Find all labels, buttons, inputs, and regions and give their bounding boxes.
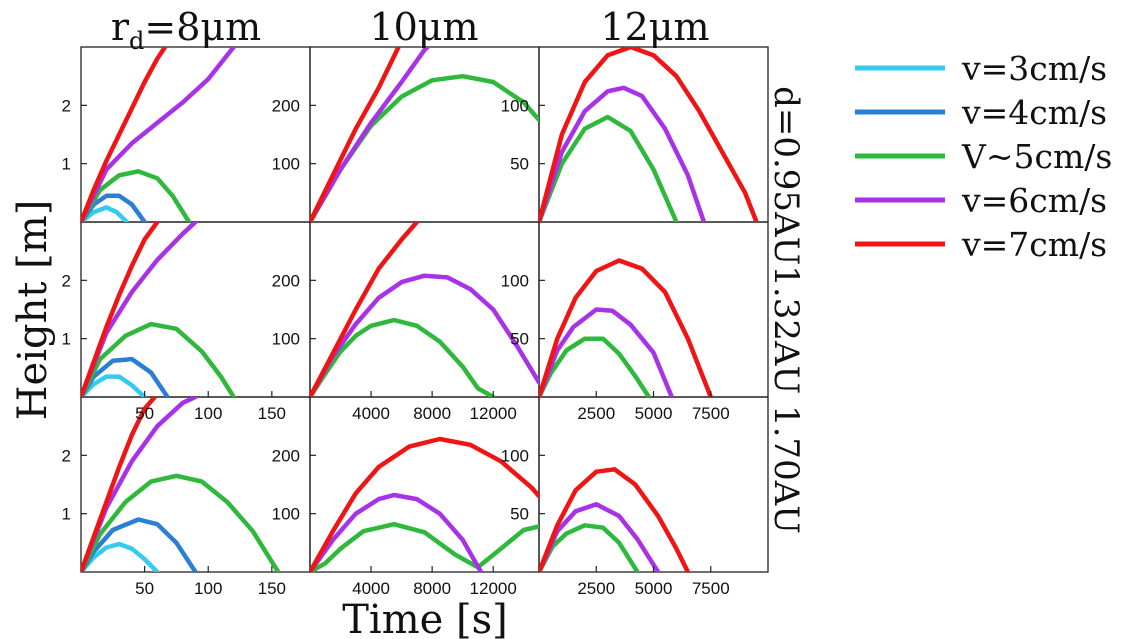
y-tick-label: 2 — [62, 96, 71, 115]
x-tick-label: 5000 — [635, 404, 673, 423]
series-line-r1-c0-s2 — [81, 321, 236, 397]
legend-label-0: v=3cm/s — [961, 49, 1107, 88]
y-tick-label: 200 — [272, 271, 300, 290]
y-tick-label: 1 — [62, 155, 71, 174]
y-tick-label: 1 — [62, 505, 71, 524]
x-tick-label: 100 — [194, 404, 222, 423]
y-tick-label: 100 — [501, 271, 529, 290]
series-line-r2-c0-s4 — [81, 397, 158, 572]
panel-frame-r0-c1 — [309, 46, 540, 223]
panel-frame-r1-c2 — [538, 221, 769, 398]
y-tick-label: 200 — [272, 96, 300, 115]
series-line-r2-c0-s0 — [81, 541, 160, 572]
series-line-r0-c0-s3 — [81, 47, 236, 222]
series-line-r0-c1-s4 — [310, 47, 401, 222]
x-tick-label: 8000 — [413, 404, 451, 423]
series-line-r1-c2-s4 — [539, 258, 714, 397]
series-line-r1-c1-s2 — [310, 317, 496, 397]
column-label-r8: rd=8μm — [111, 5, 261, 55]
series-line-r1-c0-s0 — [81, 374, 147, 397]
row-labels-rotated: d=0.95AU1.32AU 1.70AU — [766, 86, 806, 534]
y-tick-label: 2 — [62, 446, 71, 465]
series-line-r0-c0-s4 — [81, 47, 168, 222]
x-tick-label: 8000 — [413, 579, 451, 598]
x-tick-label: 5000 — [635, 579, 673, 598]
x-tick-label: 50 — [135, 404, 154, 423]
x-tick-label: 7500 — [692, 579, 730, 598]
x-tick-label: 7500 — [692, 404, 730, 423]
x-tick-label: 4000 — [352, 404, 390, 423]
legend-label-2: V~5cm/s — [961, 137, 1112, 176]
column-label-12um: 12μm — [600, 5, 709, 49]
legend-label-1: v=4cm/s — [961, 93, 1107, 132]
series-line-r0-c2-s2 — [539, 114, 679, 222]
y-tick-label: 100 — [501, 446, 529, 465]
x-tick-label: 12000 — [470, 404, 517, 423]
y-tick-label: 1 — [62, 330, 71, 349]
series-line-r1-c1-s3 — [310, 273, 539, 397]
y-tick-label: 100 — [272, 155, 300, 174]
series-line-r0-c0-s0 — [81, 205, 130, 222]
x-tick-label: 12000 — [470, 579, 517, 598]
series-line-r2-c1-s2 — [310, 521, 539, 572]
x-tick-label: 2500 — [577, 404, 615, 423]
y-tick-label: 100 — [272, 505, 300, 524]
y-tick-label: 2 — [62, 271, 71, 290]
x-tick-label: 150 — [258, 404, 286, 423]
y-tick-label: 100 — [272, 330, 300, 349]
x-tick-label: 2500 — [577, 579, 615, 598]
series-line-r0-c0-s2 — [81, 169, 192, 222]
series-line-r2-c2-s4 — [539, 467, 691, 572]
series-line-r0-c2-s3 — [539, 85, 707, 222]
legend-label-4: v=7cm/s — [961, 225, 1107, 264]
y-tick-label: 50 — [510, 155, 529, 174]
series-line-r0-c2-s4 — [539, 47, 759, 222]
y-tick-label: 50 — [510, 330, 529, 349]
series-line-r1-c2-s2 — [539, 336, 652, 397]
series-line-r1-c1-s4 — [310, 222, 420, 397]
legend-label-3: v=6cm/s — [961, 181, 1107, 220]
series-line-r2-c0-s2 — [81, 473, 281, 572]
x-tick-label: 50 — [135, 579, 154, 598]
series-line-r2-c1-s3 — [310, 492, 484, 572]
y-axis-label: Height [m] — [10, 200, 56, 421]
x-tick-label: 150 — [258, 579, 286, 598]
x-axis-label: Time [s] — [342, 597, 508, 639]
labels-layer: Time [s] Height [m] rd=8μm 10μm 12μm d=0… — [10, 5, 806, 639]
legend: v=3cm/s v=4cm/s V~5cm/s v=6cm/s v=7cm/s — [855, 49, 1112, 264]
series-line-r1-c0-s4 — [81, 222, 160, 397]
y-tick-label: 100 — [501, 96, 529, 115]
series-line-r0-c1-s3 — [310, 47, 430, 222]
y-tick-label: 50 — [510, 505, 529, 524]
panel-frame-r2-c2 — [538, 396, 769, 573]
panel-frame-r1-c1 — [309, 221, 540, 398]
curves-layer — [81, 47, 759, 572]
series-line-r2-c1-s4 — [310, 436, 539, 572]
x-tick-label: 4000 — [352, 579, 390, 598]
x-tick-label: 100 — [194, 579, 222, 598]
column-label-10um: 10μm — [369, 5, 478, 49]
y-tick-label: 200 — [272, 446, 300, 465]
series-line-r2-c2-s3 — [539, 502, 661, 572]
series-line-r1-c2-s3 — [539, 307, 675, 397]
